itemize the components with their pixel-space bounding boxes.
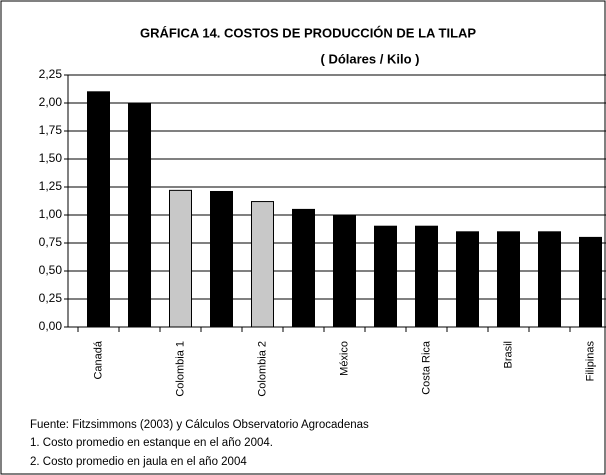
y-tick-label: 2,00 — [39, 95, 63, 109]
bar — [456, 231, 479, 328]
bar — [579, 236, 602, 328]
chart-title: GRÁFICA 14. COSTOS DE PRODUCCIÓN DE LA T… — [140, 25, 476, 40]
bar — [497, 231, 520, 328]
bar — [292, 208, 315, 328]
bar — [415, 225, 438, 328]
chart-subtitle: ( Dólares / Kilo ) — [321, 51, 420, 66]
bar — [538, 231, 561, 328]
x-tick-label: Colombia 2 — [256, 341, 268, 397]
y-tick-label: 0,75 — [39, 235, 63, 249]
y-tick-label: 1,25 — [39, 179, 63, 193]
y-tick-label: 0,50 — [39, 263, 63, 277]
bar — [210, 190, 233, 328]
x-tick-label: Canadá — [92, 340, 104, 379]
y-tick-label: 2,25 — [39, 67, 63, 81]
bar — [169, 189, 192, 328]
x-tick-label: México — [338, 341, 350, 376]
note: 1. Costo promedio en estanque en el año … — [30, 437, 273, 449]
bar — [333, 214, 356, 328]
y-tick-label: 0,00 — [39, 319, 63, 333]
y-tick-label: 1,75 — [39, 123, 63, 137]
bar — [87, 91, 110, 328]
y-tick-label: 1,00 — [39, 207, 63, 221]
y-tick-label: 1,50 — [39, 151, 63, 165]
bar — [251, 201, 274, 328]
y-tick-label: 0,25 — [39, 291, 63, 305]
bar — [374, 225, 397, 328]
bar — [128, 102, 151, 328]
x-tick-label: Brasil — [502, 341, 514, 369]
x-tick-label: Colombia 1 — [174, 341, 186, 397]
x-tick-label: Filipinas — [584, 341, 596, 382]
note: 2. Costo promedio en jaula en el año 200… — [30, 456, 247, 468]
note: Fuente: Fitzsimmons (2003) y Cálculos Ob… — [30, 419, 369, 431]
x-tick-label: Costa Rica — [420, 340, 432, 395]
